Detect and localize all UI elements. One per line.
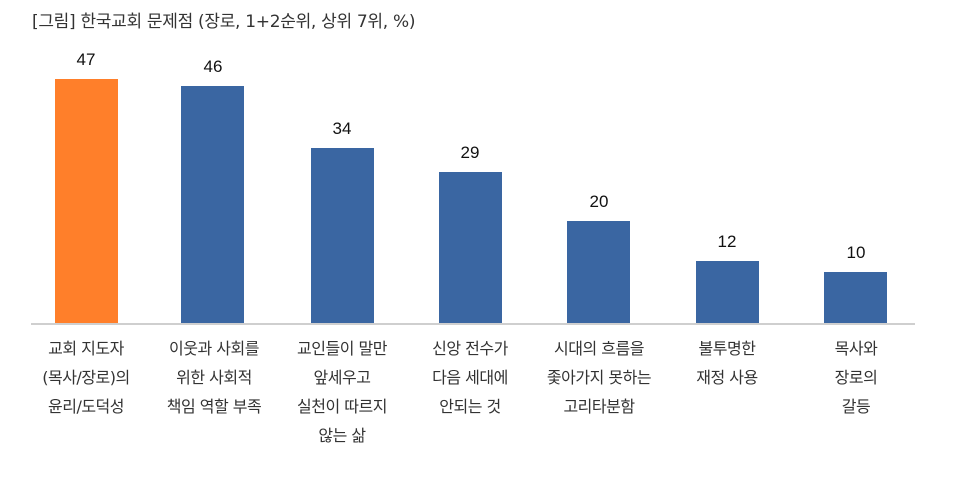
- category-label: 신앙 전수가 다음 세대에 안되는 것: [432, 339, 508, 416]
- x-axis-line: [31, 323, 915, 325]
- value-label: 46: [203, 57, 223, 76]
- category-label: 교회 지도자 (목사/장로)의 윤리/도덕성: [42, 339, 130, 416]
- bar-outdated: [567, 221, 630, 323]
- category-label: 교인들이 말만 앞세우고 실천이 따르지 않는 삶: [297, 339, 387, 445]
- chart-title: [그림] 한국교회 문제점 (장로, 1+2순위, 상위 7위, %): [32, 12, 416, 32]
- value-label: 47: [76, 50, 96, 69]
- category-label: 목사와 장로의 갈등: [834, 339, 878, 416]
- plot-area: [31, 40, 915, 323]
- category-label: 시대의 흐름을 좇아가지 못하는 고리타분함: [546, 339, 652, 416]
- value-label: 10: [846, 243, 866, 262]
- bar-social-responsibility: [181, 86, 244, 323]
- bar-faith-transmission: [439, 172, 502, 323]
- value-label: 34: [332, 119, 352, 138]
- bar-opaque-finance: [696, 261, 759, 323]
- value-label: 20: [589, 192, 609, 211]
- value-label: 12: [717, 232, 737, 251]
- category-label: 불투명한 재정 사용: [696, 339, 758, 387]
- value-label: 29: [460, 143, 480, 162]
- category-label: 이웃과 사회를 위한 사회적 책임 역할 부족: [166, 339, 262, 416]
- bar-words-not-deeds: [311, 148, 374, 323]
- bar-leader-ethics: [55, 79, 118, 323]
- bar-pastor-elder-conflict: [824, 272, 887, 323]
